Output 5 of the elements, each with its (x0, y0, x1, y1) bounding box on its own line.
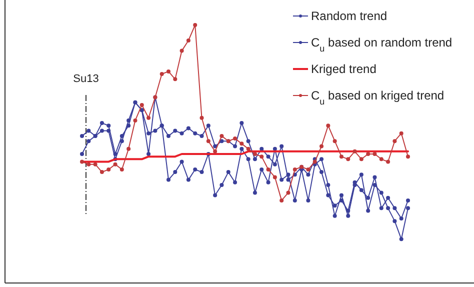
legend-label: C$_{u}$ based on kriged trend (311, 88, 444, 106)
text: Su13 (73, 73, 99, 85)
legend-label: Random trend (311, 9, 388, 23)
legend-label: C$_{u}$ based on random trend (311, 36, 452, 54)
legend-label: Kriged trend (311, 62, 376, 76)
